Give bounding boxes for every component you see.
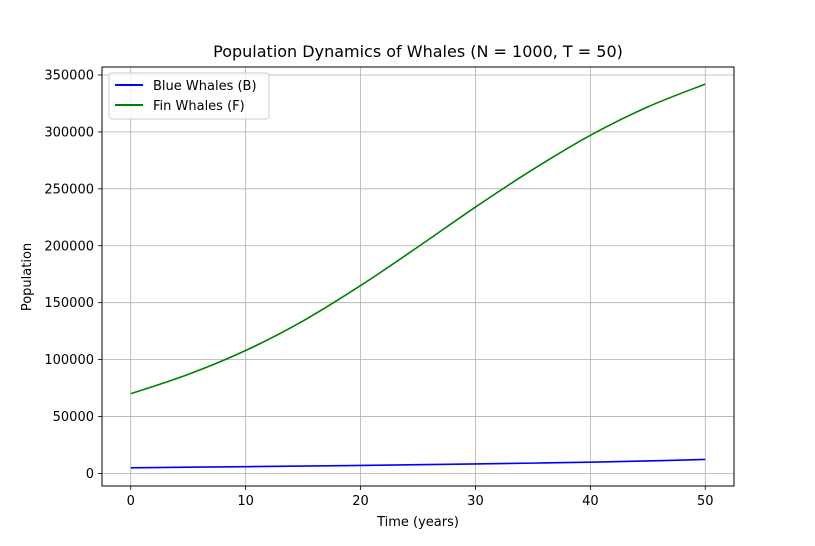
x-axis-label: Time (years): [376, 515, 459, 530]
y-tick-label: 200000: [44, 239, 94, 254]
x-tick-label: 10: [237, 494, 254, 509]
y-tick-label: 0: [86, 467, 94, 482]
series-lines: [130, 83, 706, 469]
y-tick-label: 350000: [44, 68, 94, 83]
x-tick-label: 50: [697, 494, 714, 509]
series-line-blue-whales: [130, 458, 706, 469]
chart-title: Population Dynamics of Whales (N = 1000,…: [213, 42, 623, 61]
legend: Blue Whales (B) Fin Whales (F): [108, 72, 270, 120]
y-axis-label: Population: [20, 243, 35, 311]
legend-label-fin-whales: Fin Whales (F): [153, 99, 245, 114]
y-tick-label: 150000: [44, 296, 94, 311]
y-tick-label: 250000: [44, 182, 94, 197]
x-tick-label: 20: [352, 494, 369, 509]
x-tick-label: 40: [582, 494, 599, 509]
legend-label-blue-whales: Blue Whales (B): [153, 79, 257, 94]
y-tick-label: 300000: [44, 125, 94, 140]
grid: [102, 67, 734, 486]
x-tick-label: 30: [467, 494, 484, 509]
y-tick-label: 50000: [53, 410, 94, 425]
x-axis-ticks: 0 10 20 30 40 50: [127, 486, 714, 509]
series-line-fin-whales: [130, 83, 706, 395]
y-tick-label: 100000: [44, 353, 94, 368]
plot-area-frame: [101, 66, 735, 487]
y-axis-ticks: 0 50000 100000 150000 200000 250000 300000 3500…: [44, 68, 102, 482]
x-tick-label: 0: [127, 494, 135, 509]
legend-box: [108, 72, 270, 120]
